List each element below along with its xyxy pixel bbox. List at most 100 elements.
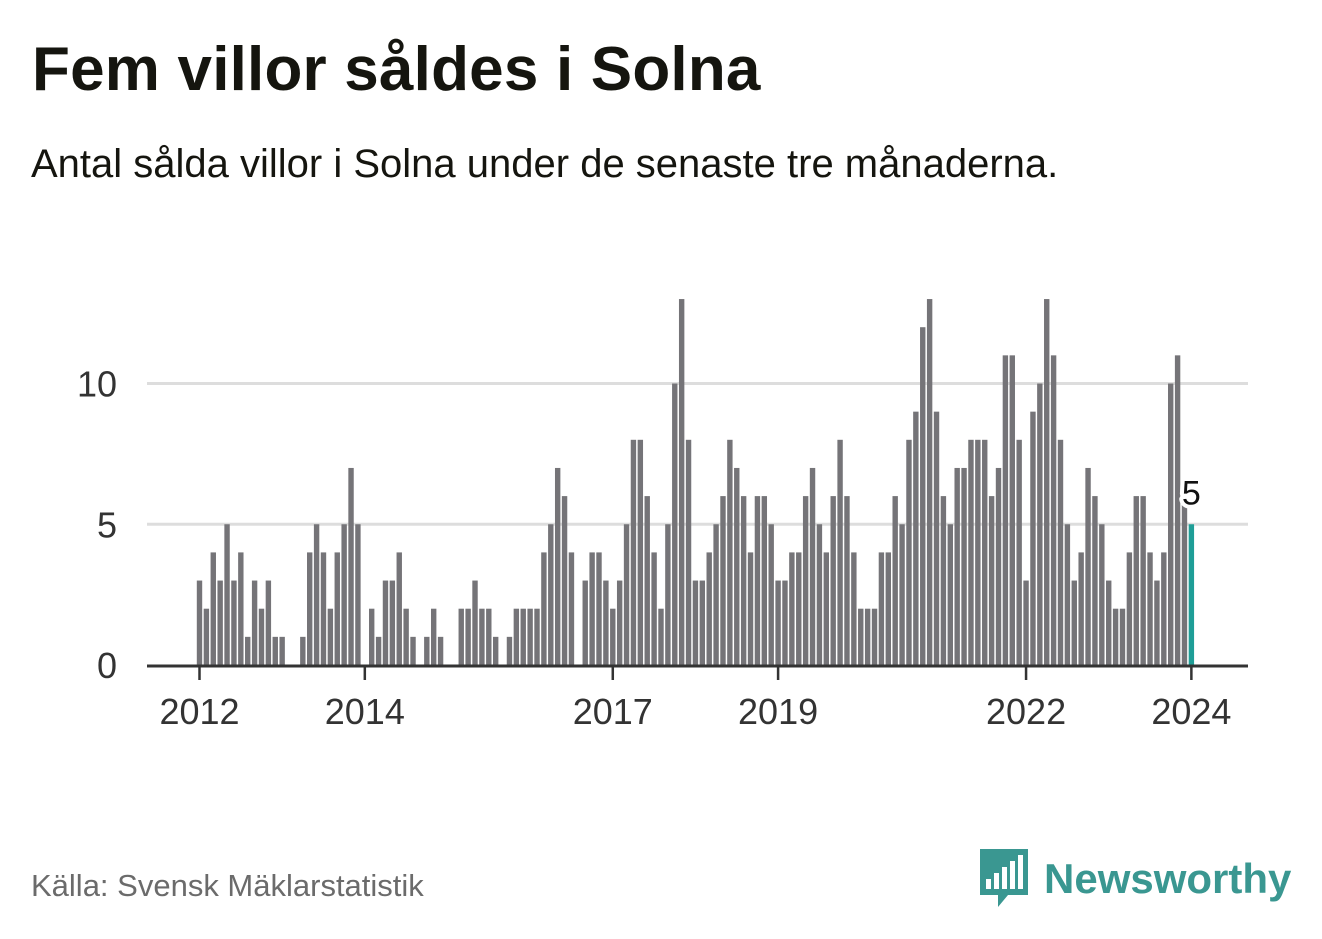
bar — [492, 636, 499, 665]
bar — [651, 552, 657, 665]
chart-title: Fem villor såldes i Solna — [32, 35, 761, 104]
x-tick-label: 2012 — [159, 691, 239, 732]
bar — [382, 580, 389, 665]
bar — [988, 496, 995, 665]
brand-name: Newsworthy — [1044, 855, 1292, 902]
bar — [768, 524, 774, 665]
bar — [272, 636, 278, 665]
bar — [727, 439, 733, 665]
bar — [486, 608, 492, 665]
bar — [878, 552, 885, 665]
bar — [782, 580, 788, 665]
highlight-value-label: 5 — [1182, 474, 1201, 512]
source-note: Källa: Svensk Mäklarstatistik — [31, 868, 424, 903]
bar — [389, 580, 396, 665]
bar — [251, 580, 258, 665]
bar — [603, 580, 609, 665]
bar — [734, 467, 740, 665]
bar — [1030, 411, 1036, 665]
bar — [775, 580, 781, 665]
bar — [933, 411, 940, 665]
bar — [920, 327, 926, 665]
bar — [437, 636, 444, 665]
bar — [1147, 552, 1153, 665]
bar — [375, 636, 382, 665]
bar — [837, 439, 843, 665]
bar — [568, 552, 575, 665]
bar — [541, 552, 547, 665]
bar — [527, 608, 533, 665]
bar-highlight — [1188, 524, 1195, 665]
x-tick-label: 2024 — [1151, 691, 1231, 732]
bar — [995, 467, 1002, 665]
bar — [699, 580, 706, 665]
bar — [644, 496, 650, 665]
bar — [1174, 355, 1181, 665]
bar — [1106, 580, 1112, 665]
bar — [899, 524, 905, 665]
bar — [678, 299, 685, 665]
bar — [1133, 496, 1139, 665]
bar — [968, 439, 974, 665]
bar — [665, 524, 671, 665]
x-tick-label: 2019 — [738, 691, 818, 732]
bar — [355, 524, 361, 665]
bar — [1112, 608, 1119, 665]
bar — [430, 608, 437, 665]
bar — [589, 552, 595, 665]
labels: 0 5 10 2012 2014 2017 2019 2022 2024 5 — [77, 364, 1231, 733]
bar — [754, 496, 761, 665]
bar — [1181, 496, 1188, 665]
bar — [217, 580, 223, 665]
bar — [864, 608, 871, 665]
bar — [871, 608, 878, 665]
bar — [534, 608, 540, 665]
bar — [1168, 383, 1174, 665]
bar — [740, 496, 747, 665]
bar — [637, 439, 644, 665]
bar — [747, 552, 754, 665]
bar — [472, 580, 478, 665]
bar — [327, 608, 334, 665]
bar — [513, 608, 520, 665]
bar — [334, 552, 340, 665]
bar — [823, 552, 830, 665]
bar — [554, 467, 561, 665]
gridlines — [147, 382, 1248, 526]
bar — [672, 383, 678, 665]
brand-logo[interactable]: Newsworthy — [980, 848, 1291, 910]
bar — [1002, 355, 1009, 665]
bar — [844, 496, 850, 665]
bar — [479, 608, 485, 665]
bar — [410, 636, 416, 665]
bar — [341, 524, 347, 665]
bar — [926, 299, 933, 665]
bar — [1119, 608, 1126, 665]
bar — [1161, 552, 1167, 665]
bar — [1154, 580, 1160, 665]
bar — [458, 608, 464, 665]
bar — [892, 496, 898, 665]
bar — [692, 580, 699, 665]
bar — [1057, 439, 1064, 665]
bar — [796, 552, 802, 665]
bar — [954, 467, 960, 665]
bar — [858, 608, 864, 665]
bar — [961, 467, 967, 665]
bar — [561, 496, 568, 665]
bar — [465, 608, 471, 665]
bar — [424, 636, 430, 665]
bar — [940, 496, 947, 665]
bar — [630, 439, 637, 665]
bar — [1064, 524, 1071, 665]
bar — [789, 552, 795, 665]
bar — [906, 439, 912, 665]
bar — [238, 552, 244, 665]
bar — [307, 552, 313, 665]
bar — [1050, 355, 1057, 665]
x-tick-label: 2017 — [573, 691, 653, 732]
bar — [913, 411, 919, 665]
bar — [1009, 355, 1015, 665]
bar — [610, 608, 616, 665]
bar-chart: 0 5 10 2012 2014 2017 2019 2022 2024 5 — [77, 299, 1248, 733]
